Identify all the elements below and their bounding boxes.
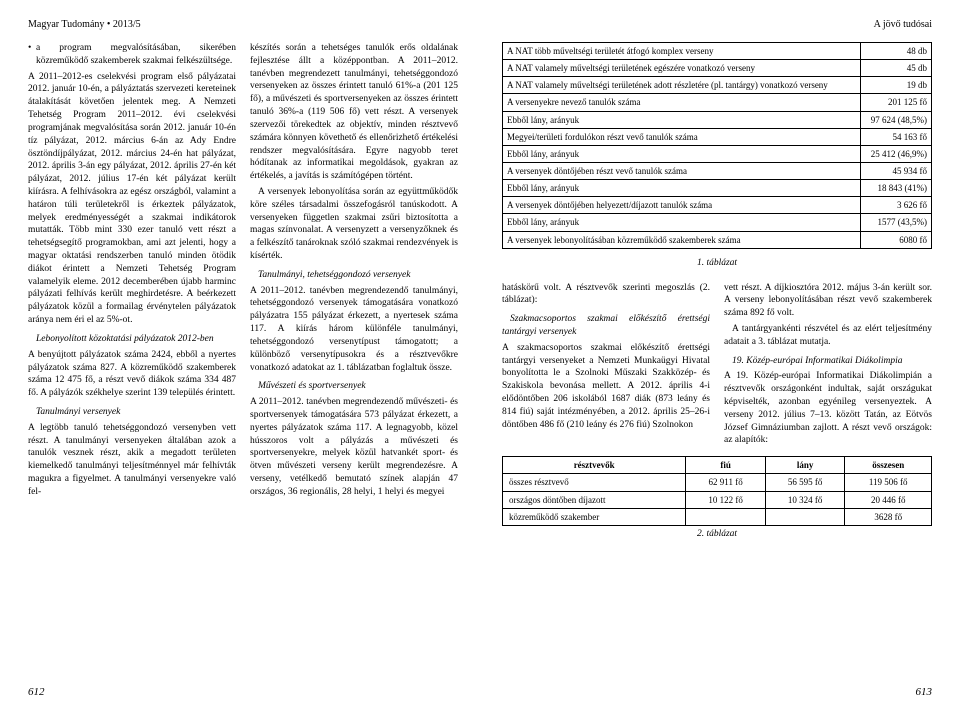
table-cell-value: 3628 fő xyxy=(845,508,932,525)
table-row: összes résztvevő62 911 fő56 595 fő119 50… xyxy=(503,474,932,491)
body-text: A 2011–2012. tanévben megrendezendő művé… xyxy=(250,396,458,499)
table-row: országos döntőben díjazott10 122 fő10 32… xyxy=(503,491,932,508)
right-col-1: hatáskörű volt. A résztvevők szerinti me… xyxy=(502,282,710,451)
table-1-caption: 1. táblázat xyxy=(502,257,932,270)
subheading: Szakmacsoportos szakmai előkészítő érett… xyxy=(502,313,710,339)
table-row: A versenyek lebonyolításában közreműködő… xyxy=(503,231,932,248)
table-row: Megyei/területi fordulókon részt vevő ta… xyxy=(503,128,932,145)
table-header-cell: összesen xyxy=(845,457,932,474)
table-cell-label: Megyei/területi fordulókon részt vevő ta… xyxy=(503,128,861,145)
subheading: Tanulmányi versenyek xyxy=(28,406,236,419)
body-text: A 2011–2012-es cselekvési program első p… xyxy=(28,71,236,327)
right-lower-columns: hatáskörű volt. A résztvevők szerinti me… xyxy=(502,282,932,451)
right-col-2: vett részt. A díjkiosztóra 2012. május 3… xyxy=(724,282,932,451)
table-cell-value: 48 db xyxy=(861,43,932,60)
table-cell-label: Ebből lány, arányuk xyxy=(503,145,861,162)
table-cell-label: A versenyek döntőjében részt vevő tanuló… xyxy=(503,162,861,179)
page-number-right: 613 xyxy=(916,685,933,700)
running-head-left: Magyar Tudomány • 2013/5 xyxy=(28,18,458,32)
table-row: A NAT valamely műveltségi területének eg… xyxy=(503,60,932,77)
body-text: A 19. Közép-európai Informatikai Diákoli… xyxy=(724,370,932,447)
table-cell-value: 25 412 (46,9%) xyxy=(861,145,932,162)
table-row: Ebből lány, arányuk1577 (43,5%) xyxy=(503,214,932,231)
table-cell-value: 10 324 fő xyxy=(765,491,845,508)
table-cell-label: A NAT valamely műveltségi területének ad… xyxy=(503,77,861,94)
table-cell-label: Ebből lány, arányuk xyxy=(503,180,861,197)
page-number-left: 612 xyxy=(28,685,45,700)
table-cell-value: 10 122 fő xyxy=(686,491,766,508)
subheading: Lebonyolított közoktatási pályázatok 201… xyxy=(28,333,236,346)
table-cell-value: 20 446 fő xyxy=(845,491,932,508)
table-row: Ebből lány, arányuk18 843 (41%) xyxy=(503,180,932,197)
body-text: A tantárgyankénti részvétel és az elért … xyxy=(724,323,932,349)
table-cell-label: összes résztvevő xyxy=(503,474,686,491)
table-cell-label: A versenyekre nevező tanulók száma xyxy=(503,94,861,111)
table-1: A NAT több műveltségi területét átfogó k… xyxy=(502,42,932,249)
table-cell-label: A NAT több műveltségi területét átfogó k… xyxy=(503,43,861,60)
table-header-cell: fiú xyxy=(686,457,766,474)
table-row: A versenyek döntőjében helyezett/díjazot… xyxy=(503,197,932,214)
table-header-cell: résztvevők xyxy=(503,457,686,474)
bullet-item: a program megvalósításában, sikerében kö… xyxy=(28,42,236,68)
table-row: közreműködő szakember 3628 fő xyxy=(503,508,932,525)
table-2-caption: 2. táblázat xyxy=(502,528,932,541)
body-text: vett részt. A díjkiosztóra 2012. május 3… xyxy=(724,282,932,320)
table-cell-value: 45 934 fő xyxy=(861,162,932,179)
table-cell-label: A NAT valamely műveltségi területének eg… xyxy=(503,60,861,77)
table-cell-value xyxy=(765,508,845,525)
body-text: A versenyek lebonyolítása során az együt… xyxy=(250,186,458,263)
table-cell-label: A versenyek döntőjében helyezett/díjazot… xyxy=(503,197,861,214)
body-text: A benyújtott pályázatok száma 2424, ebbő… xyxy=(28,349,236,400)
table-2: résztvevőkfiúlányösszesen összes résztve… xyxy=(502,456,932,526)
table-cell-value: 119 506 fő xyxy=(845,474,932,491)
table-cell-value: 1577 (43,5%) xyxy=(861,214,932,231)
right-page: A jövő tudósai A NAT több műveltségi ter… xyxy=(480,0,960,710)
page-spread: Magyar Tudomány • 2013/5 a program megva… xyxy=(0,0,960,710)
table-cell-label: Ebből lány, arányuk xyxy=(503,111,861,128)
subheading: Tanulmányi, tehetséggondozó versenyek xyxy=(250,269,458,282)
table-row: A NAT valamely műveltségi területének ad… xyxy=(503,77,932,94)
body-text: hatáskörű volt. A résztvevők szerinti me… xyxy=(502,282,710,308)
body-text: készítés során a tehetséges tanulók erős… xyxy=(250,42,458,183)
left-col-2: készítés során a tehetséges tanulók erős… xyxy=(250,42,458,696)
table-cell-value: 6080 fő xyxy=(861,231,932,248)
table-cell-value: 3 626 fő xyxy=(861,197,932,214)
table-cell-label: országos döntőben díjazott xyxy=(503,491,686,508)
table-cell-value: 62 911 fő xyxy=(686,474,766,491)
subheading: 19. Közép-európai Informatikai Diákolimp… xyxy=(724,355,932,368)
table-cell-value: 201 125 fő xyxy=(861,94,932,111)
table-cell-label: A versenyek lebonyolításában közreműködő… xyxy=(503,231,861,248)
table-cell-value xyxy=(686,508,766,525)
body-text: A legtöbb tanuló tehetséggondozó verseny… xyxy=(28,422,236,499)
body-text: A szakmacsoportos szakmai előkészítő ére… xyxy=(502,342,710,432)
table-row: A versenyekre nevező tanulók száma201 12… xyxy=(503,94,932,111)
left-page: Magyar Tudomány • 2013/5 a program megva… xyxy=(0,0,480,710)
table-cell-label: Ebből lány, arányuk xyxy=(503,214,861,231)
running-head-right: A jövő tudósai xyxy=(502,18,932,32)
body-text: A 2011–2012. tanévben megrendezendő tanu… xyxy=(250,285,458,375)
table-cell-value: 97 624 (48,5%) xyxy=(861,111,932,128)
table-header-cell: lány xyxy=(765,457,845,474)
table-cell-value: 45 db xyxy=(861,60,932,77)
left-col-1: a program megvalósításában, sikerében kö… xyxy=(28,42,236,696)
table-cell-value: 56 595 fő xyxy=(765,474,845,491)
table-row: Ebből lány, arányuk97 624 (48,5%) xyxy=(503,111,932,128)
table-cell-label: közreműködő szakember xyxy=(503,508,686,525)
table-row: A versenyek döntőjében részt vevő tanuló… xyxy=(503,162,932,179)
subheading: Művészeti és sportversenyek xyxy=(250,380,458,393)
table-row: A NAT több műveltségi területét átfogó k… xyxy=(503,43,932,60)
table-cell-value: 54 163 fő xyxy=(861,128,932,145)
table-cell-value: 19 db xyxy=(861,77,932,94)
table-row: Ebből lány, arányuk25 412 (46,9%) xyxy=(503,145,932,162)
left-columns: a program megvalósításában, sikerében kö… xyxy=(28,42,458,696)
table-cell-value: 18 843 (41%) xyxy=(861,180,932,197)
